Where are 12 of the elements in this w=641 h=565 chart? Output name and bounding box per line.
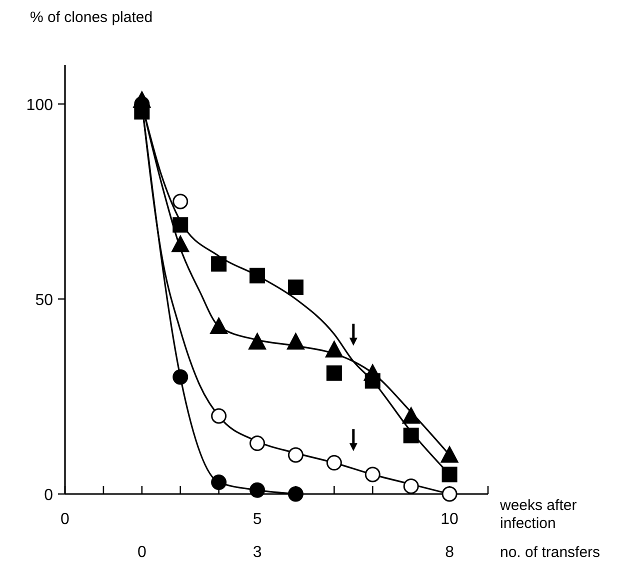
y-tick-label: 0 <box>44 487 54 504</box>
x2-tick-label: 3 <box>252 544 262 561</box>
y-axis-title: % of clones plated <box>30 9 153 26</box>
y-tick-label: 100 <box>26 97 54 114</box>
x-axis-title: weeks after infection <box>499 497 577 532</box>
x2-axis-title: no. of transfers <box>500 544 600 561</box>
x2-tick-label: 0 <box>137 544 146 561</box>
x2-tick-label: 8 <box>445 544 454 561</box>
y-tick-label: 50 <box>35 292 54 309</box>
x-tick-label: 0 <box>60 511 70 528</box>
x-tick-label: 5 <box>252 511 262 528</box>
x-tick-label: 10 <box>440 511 459 528</box>
